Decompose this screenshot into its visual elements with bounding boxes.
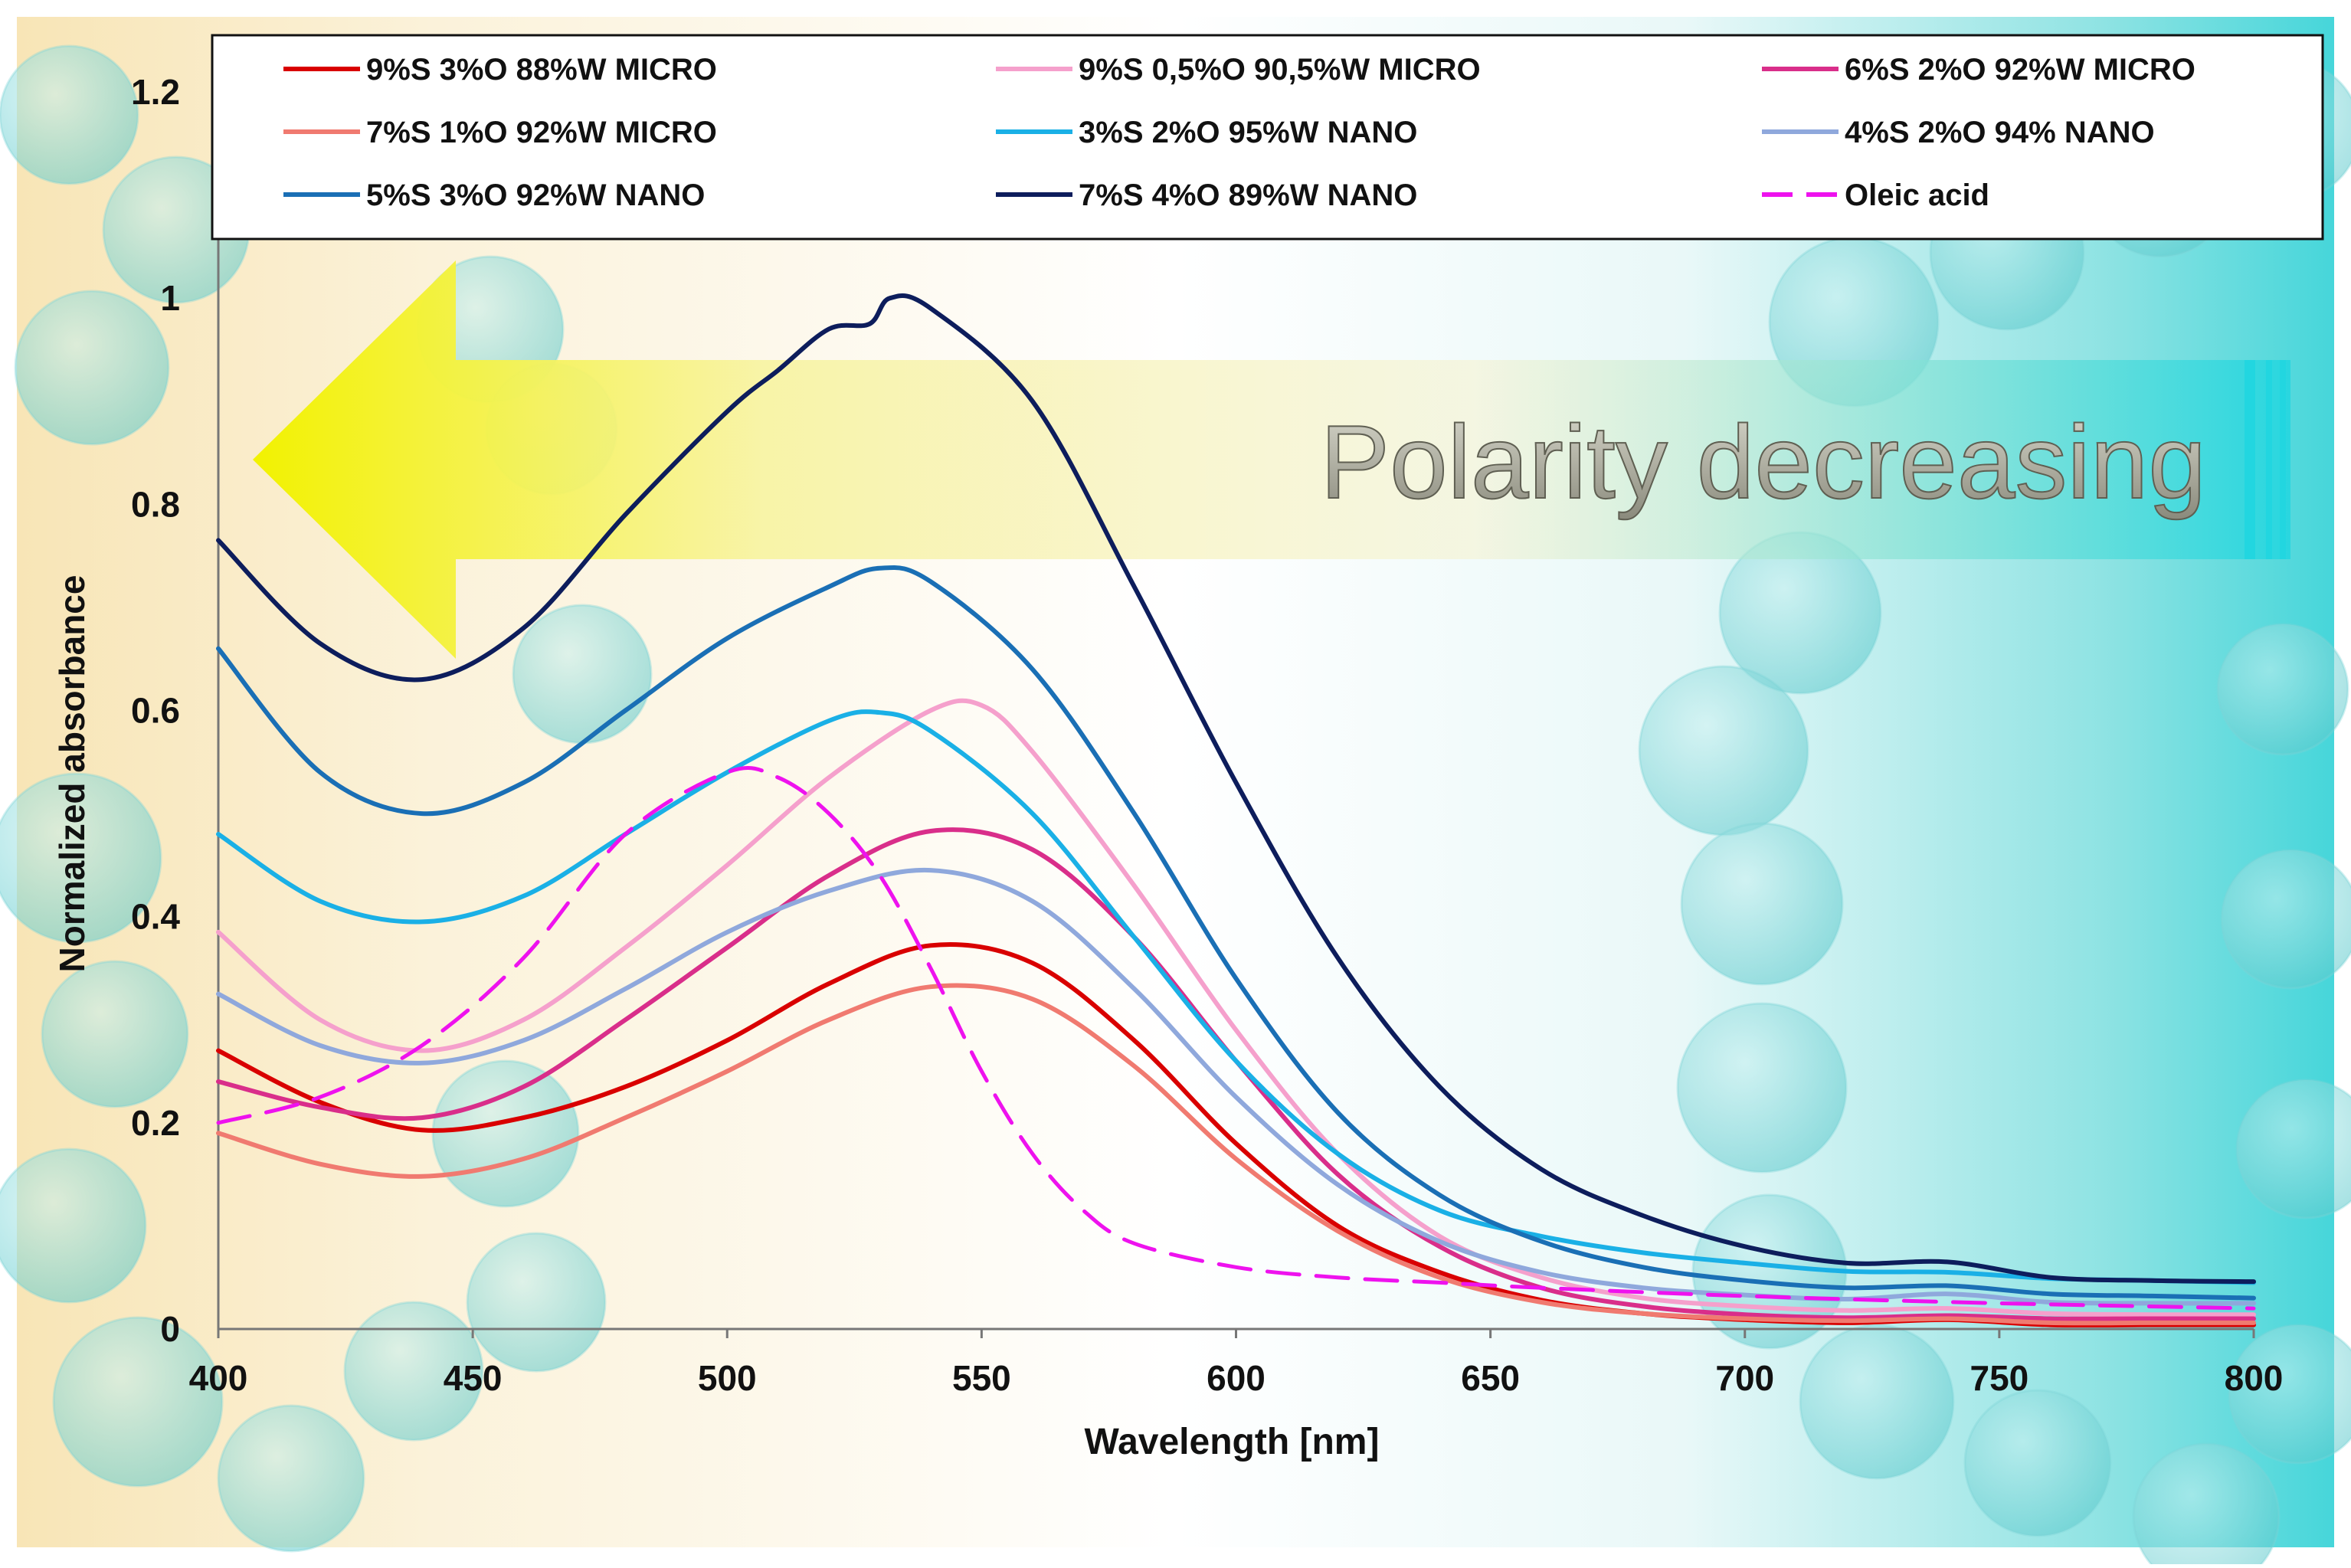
bubble-shape	[0, 1147, 147, 1304]
legend-label: 9%S 3%O 88%W MICRO	[366, 53, 717, 87]
series-line-2	[216, 698, 2256, 1318]
x-tick-label: 450	[444, 1358, 503, 1398]
series-group	[216, 293, 2256, 1328]
legend-label: 3%S 2%O 95%W NANO	[1079, 116, 1417, 149]
y-tick-label: 0.6	[131, 691, 180, 731]
x-tick-labels: 400 450 500 550 600 650 700 750 800	[189, 1329, 2284, 1398]
bubble-shape	[2132, 1442, 2281, 1568]
series-line-5	[216, 709, 2256, 1285]
bubble-shape	[0, 772, 162, 944]
legend-label: 5%S 3%O 92%W NANO	[366, 178, 705, 212]
legend-label: 4%S 2%O 94% NANO	[1845, 116, 2155, 149]
bubble-shape	[1799, 1324, 1955, 1480]
x-tick-label: 500	[698, 1358, 757, 1398]
bubble-shape	[466, 1232, 607, 1373]
bubble-shape	[52, 1316, 224, 1488]
y-tick-labels: 0 0.2 0.4 0.6 0.8 1 1.2	[131, 72, 180, 1349]
y-tick-label: 0.8	[131, 484, 180, 524]
x-tick-label: 600	[1207, 1358, 1266, 1398]
polarity-label: Polarity decreasing	[1320, 404, 2206, 520]
bubble-shape	[512, 604, 653, 745]
bubble-shape	[1963, 1389, 2112, 1537]
series-line-8	[216, 293, 2256, 1285]
bubble-shape	[2220, 849, 2351, 990]
bubble-shape	[41, 960, 189, 1108]
legend-label: Oleic acid	[1845, 178, 1989, 212]
bubble-shape	[0, 44, 139, 185]
arrow-icon	[253, 260, 2290, 659]
x-tick-label: 400	[189, 1358, 248, 1398]
bubble-shape	[1638, 665, 1809, 836]
legend: 9%S 3%O 88%W MICRO 9%S 0,5%O 90,5%W MICRO…	[211, 34, 2324, 241]
x-tick-label: 700	[1715, 1358, 1774, 1398]
bubble-shape	[217, 1404, 365, 1553]
bubble-shape	[2235, 1079, 2351, 1219]
bubble-shape	[431, 1059, 580, 1208]
bubble-shape	[2216, 623, 2349, 756]
series-line-4	[216, 983, 2256, 1326]
x-tick-label: 550	[952, 1358, 1011, 1398]
bubble-shape	[1676, 1002, 1848, 1174]
y-axis-label: Normalized absorbance	[52, 575, 92, 973]
series-line-7	[216, 565, 2256, 1301]
y-tick-label: 0.4	[131, 897, 180, 937]
x-tick-label: 750	[1970, 1358, 2029, 1398]
bubble-shape	[14, 290, 170, 446]
legend-box	[211, 34, 2324, 241]
bubble-shape	[343, 1301, 484, 1442]
series-line-9	[216, 766, 2256, 1311]
legend-label: 7%S 4%O 89%W NANO	[1079, 178, 1417, 212]
polarity-arrow: Polarity decreasing	[253, 260, 2290, 659]
legend-label: 6%S 2%O 92%W MICRO	[1845, 53, 2195, 87]
legend-label: 7%S 1%O 92%W MICRO	[366, 116, 717, 149]
arrow-tail-bar	[2245, 360, 2255, 559]
x-tick-label: 800	[2225, 1358, 2284, 1398]
x-axis-label: Wavelength [nm]	[1085, 1422, 1380, 1462]
y-tick-label: 0.2	[131, 1103, 180, 1143]
arrow-tail-bar	[2266, 360, 2272, 559]
y-tick-label: 1.2	[131, 72, 180, 112]
series-line-6	[216, 867, 2256, 1306]
y-tick-label: 0	[160, 1309, 180, 1349]
bubble-shape	[1680, 822, 1844, 986]
arrow-tail-bar	[2280, 360, 2286, 559]
y-tick-label: 1	[160, 278, 180, 318]
bubble-shape	[2228, 1324, 2351, 1465]
legend-label: 9%S 0,5%O 90,5%W MICRO	[1079, 53, 1481, 87]
legend-items: 9%S 3%O 88%W MICRO 9%S 0,5%O 90,5%W MICRO…	[283, 53, 2195, 212]
x-tick-label: 650	[1461, 1358, 1520, 1398]
